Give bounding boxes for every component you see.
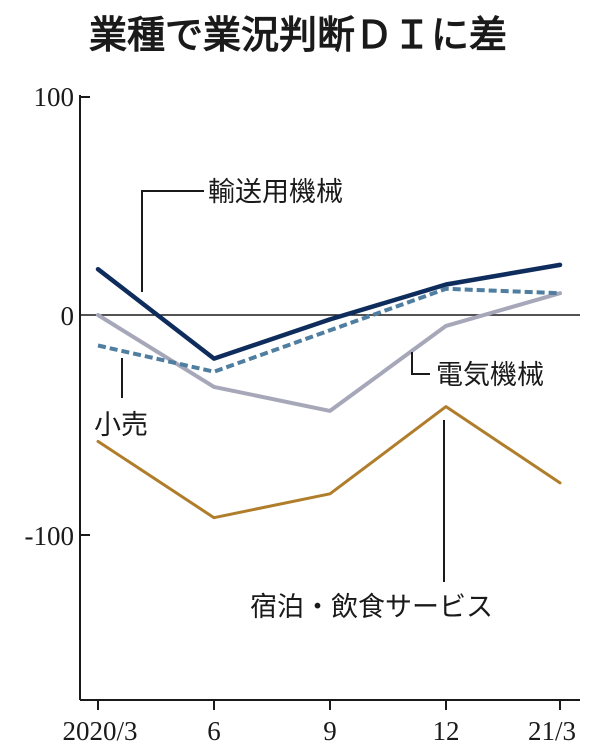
leader-line-electric [411, 352, 430, 375]
series-label-electric: 電気機械 [436, 360, 544, 391]
x-axis: 2020/3 6 9 12 21/3 [62, 699, 580, 746]
series-layer [95, 262, 563, 520]
y-axis: 100 0 -100 [25, 82, 90, 700]
series-label-hospitality: 宿泊・飲食サービス [250, 592, 493, 623]
series-line-electric [96, 291, 562, 413]
x-tick-label-9: 9 [323, 716, 337, 746]
series-line-retail [97, 286, 561, 374]
y-tick-label-minus100: -100 [25, 521, 75, 551]
series-line-transport [95, 262, 563, 361]
series-label-retail: 小売 [94, 410, 148, 441]
x-tick-label-2020-3: 2020/3 [62, 716, 137, 746]
chart-title: 業種で業況判断ＤＩに差 [89, 13, 507, 57]
x-tick-label-6: 6 [207, 716, 221, 746]
series-labels: 輸送用機械 電気機械 小売 宿泊・飲食サービス [94, 177, 544, 623]
series-label-transport: 輸送用機械 [208, 177, 343, 208]
leader-line-transport [141, 190, 204, 292]
x-tick-label-12: 12 [433, 716, 460, 746]
y-tick-label-0: 0 [61, 301, 75, 331]
y-tick-label-100: 100 [34, 82, 75, 112]
series-line-hospitality [96, 405, 562, 520]
x-tick-label-21-3: 21/3 [528, 716, 576, 746]
